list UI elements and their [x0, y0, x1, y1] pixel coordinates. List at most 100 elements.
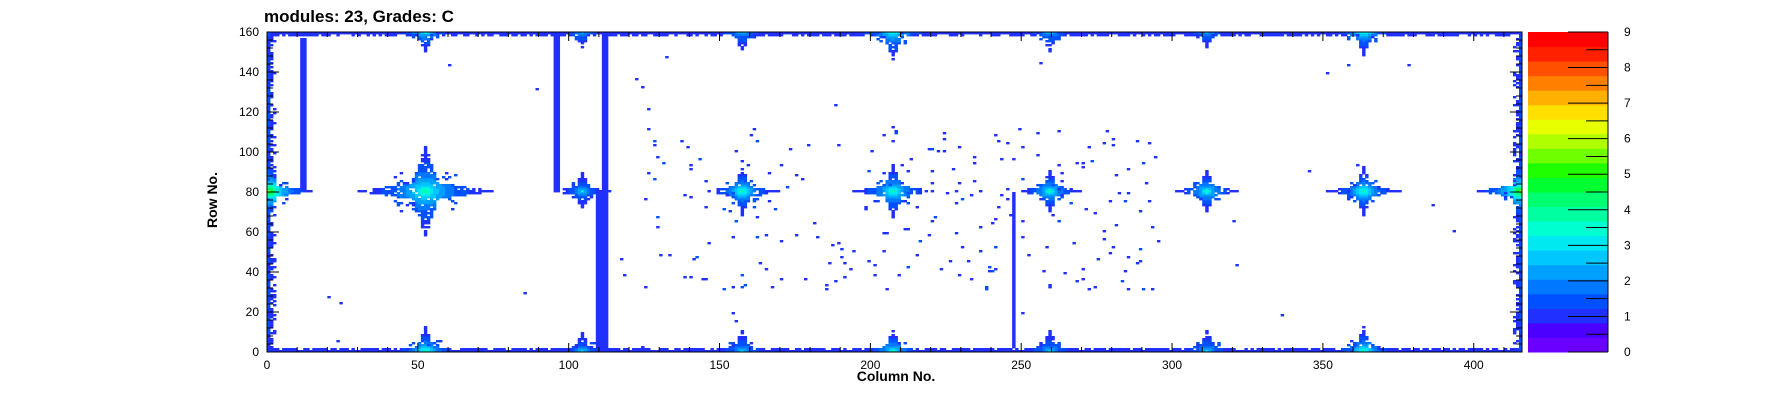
heatmap-cell [1048, 186, 1052, 189]
heatmap-cell [719, 188, 723, 191]
heatmap-cell [870, 32, 874, 35]
heatmap-cell [598, 314, 603, 317]
heatmap-cell [553, 350, 558, 353]
heatmap-cell [930, 348, 935, 351]
heatmap-cell [1205, 344, 1209, 347]
heatmap-cell [692, 348, 696, 351]
heatmap-cell [601, 178, 606, 181]
heatmap-cell [885, 348, 889, 351]
heatmap-cell [300, 176, 304, 179]
heatmap-cell [508, 350, 512, 353]
heatmap-cell [1178, 32, 1182, 35]
heatmap-cell [279, 188, 283, 191]
heatmap-cell [1310, 34, 1315, 37]
heatmap-cell [511, 350, 515, 353]
heatmap-cell [1515, 126, 1520, 129]
heatmap-cell [1036, 350, 1040, 353]
heatmap-cell [746, 190, 751, 193]
heatmap-cell [598, 216, 603, 219]
heatmap-cell [267, 242, 271, 245]
heatmap-cell [1241, 350, 1245, 353]
heatmap-cell [737, 34, 742, 37]
heatmap-cell [813, 222, 817, 225]
heatmap-cell [1334, 32, 1339, 35]
heatmap-cell [432, 196, 437, 199]
heatmap-cell [758, 34, 763, 37]
heatmap-cell [921, 350, 926, 353]
heatmap-cell [1518, 194, 1523, 197]
heatmap-cell [1340, 190, 1345, 193]
heatmap-cell [1006, 142, 1010, 145]
heatmap-cell [273, 214, 277, 217]
heatmap-cell [1277, 34, 1282, 37]
heatmap-cell [1057, 186, 1061, 189]
heatmap-cell [270, 234, 274, 237]
heatmap-cell [303, 154, 307, 157]
heatmap-cell [876, 188, 880, 191]
heatmap-cell [743, 348, 748, 351]
heatmap-cell [601, 262, 606, 265]
heatmap-cell [915, 348, 920, 351]
heatmap-cell [1365, 202, 1369, 205]
heatmap-cell [1012, 256, 1016, 259]
heatmap-cell [435, 192, 440, 195]
heatmap-cell [1175, 32, 1179, 35]
heatmap-cell [888, 182, 892, 185]
heatmap-cell [1512, 80, 1517, 83]
heatmap-cell [297, 192, 301, 195]
heatmap-cell [858, 190, 862, 193]
heatmap-cell [583, 182, 588, 185]
heatmap-cell [662, 350, 666, 353]
heatmap-cell [1512, 50, 1517, 53]
heatmap-cell [441, 190, 446, 193]
heatmap-cell [270, 176, 274, 179]
heatmap-cell [1012, 272, 1016, 275]
heatmap-cell [1518, 136, 1523, 139]
heatmap-cell [583, 178, 588, 181]
heatmap-cell [604, 130, 609, 133]
heatmap-cell [423, 162, 428, 165]
heatmap-cell [604, 150, 609, 153]
heatmap-cell [1069, 350, 1073, 353]
heatmap-cell [571, 192, 576, 195]
heatmap-cell [891, 168, 895, 171]
heatmap-cell [598, 228, 603, 231]
heatmap-cell [1491, 350, 1496, 353]
heatmap-cell [300, 110, 304, 113]
heatmap-cell [387, 32, 392, 35]
heatmap-cell [604, 280, 609, 283]
heatmap-cell [601, 224, 606, 227]
heatmap-cell [852, 190, 856, 193]
heatmap-cell [490, 350, 494, 353]
heatmap-cell [1386, 32, 1390, 35]
heatmap-cell [1515, 170, 1520, 173]
heatmap-cell [1509, 350, 1514, 353]
heatmap-cell [604, 310, 609, 313]
heatmap-cell [1365, 344, 1369, 347]
heatmap-cell [743, 42, 748, 45]
heatmap-cell [752, 198, 757, 201]
heatmap-cell [423, 146, 428, 149]
heatmap-cell [779, 240, 784, 243]
heatmap-cell [300, 80, 304, 83]
heatmap-cell [556, 144, 561, 147]
heatmap-cell [303, 134, 307, 137]
heatmap-cell [1208, 180, 1212, 183]
heatmap-cell [743, 284, 748, 287]
heatmap-cell [1205, 38, 1209, 41]
heatmap-cell [1518, 158, 1523, 161]
heatmap-cell [1518, 214, 1523, 217]
heatmap-cell [936, 150, 941, 153]
heatmap-cell [553, 152, 558, 155]
heatmap-cell [556, 94, 561, 97]
heatmap-cell [985, 32, 989, 35]
heatmap-cell [583, 346, 588, 349]
heatmap-cell [1024, 348, 1028, 351]
heatmap-cell [1042, 186, 1046, 189]
heatmap-cell [604, 82, 609, 85]
heatmap-cell [1515, 160, 1520, 163]
heatmap-cell [743, 174, 748, 177]
heatmap-cell [619, 350, 624, 353]
heatmap-cell [975, 32, 980, 35]
heatmap-cell [1295, 348, 1300, 351]
